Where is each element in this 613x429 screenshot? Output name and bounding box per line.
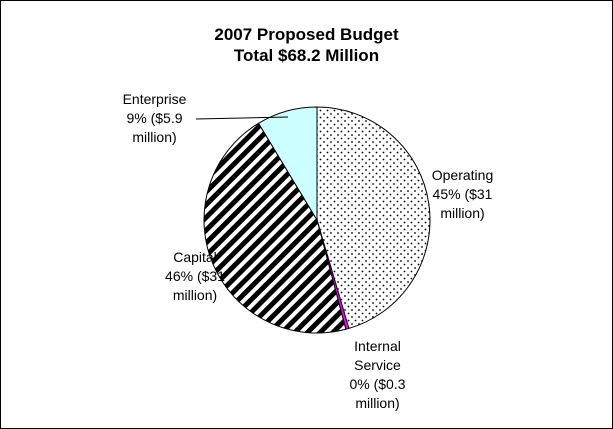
label-internal-service-line1: Internal <box>354 338 401 354</box>
label-internal-service-line3: 0% ($0.3 <box>349 376 406 392</box>
label-capital-line1: Capital <box>173 249 217 265</box>
label-internal-service-line2: Service <box>354 357 401 373</box>
label-enterprise-line1: Enterprise <box>122 91 187 107</box>
label-operating-line3: million) <box>440 205 485 221</box>
label-enterprise: Enterprise 9% ($5.9 million) <box>97 90 212 147</box>
enterprise-leader-line <box>195 116 289 120</box>
pie-slice-operating <box>316 106 431 330</box>
label-operating-line2: 45% ($31 <box>432 186 493 202</box>
pie-slice-capital <box>203 122 347 334</box>
label-capital: Capital 46% ($31 million) <box>140 248 250 305</box>
chart-title: 2007 Proposed Budget <box>214 25 399 44</box>
pie-slice-enterprise <box>257 106 318 222</box>
label-operating-line1: Operating <box>431 167 494 183</box>
label-enterprise-line2: 9% ($5.9 <box>126 110 183 126</box>
label-enterprise-line3: million) <box>132 129 177 145</box>
label-internal-service-line4: million) <box>355 395 400 411</box>
label-capital-line2: 46% ($31 <box>165 268 225 284</box>
label-internal-service: Internal Service 0% ($0.3 million) <box>320 337 435 413</box>
label-operating: Operating 45% ($31 million) <box>405 166 520 223</box>
chart-subtitle: Total $68.2 Million <box>233 46 380 65</box>
label-capital-line3: million) <box>172 287 218 303</box>
